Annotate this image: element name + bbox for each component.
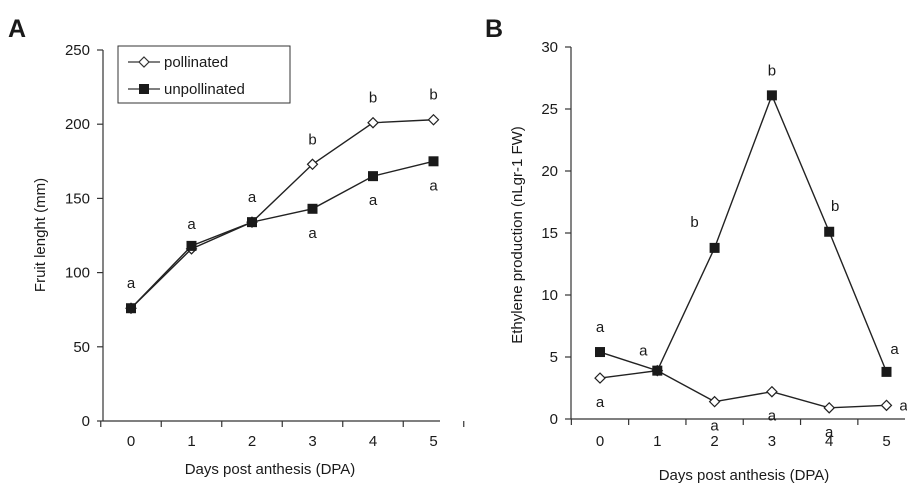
panel-b-series-0-line <box>599 369 887 409</box>
panel-a-letter: A <box>8 15 26 43</box>
legend-pollinated-label: pollinated <box>164 54 228 71</box>
panel-a-x-tick-label: 2 <box>248 433 256 450</box>
panel-a-series-1-point <box>247 217 257 228</box>
panel-b-series-0-sig-label: a <box>596 394 605 411</box>
panel-b-series-1-point <box>709 242 720 253</box>
panel-b-series-1-line <box>599 93 888 373</box>
panel-b-letter: B <box>485 15 503 43</box>
panel-b-x-tick-label: 0 <box>596 433 604 450</box>
panel-a-series-0-sig-label: b <box>308 131 316 148</box>
panel-a: A 0 50 100 150 200 250 0 1 2 3 4 5 a a a b b b a a a Days p… <box>8 15 465 478</box>
panel-a-series-0-sig-label: b <box>369 90 377 107</box>
panel-a-series-0-point <box>427 113 440 126</box>
panel-b-series-1-point <box>881 366 892 377</box>
panel-a-x-tick-label: 1 <box>187 433 195 450</box>
panel-b-series-0-point <box>823 401 836 414</box>
panel-a-y-axis-label: Fruit lenght (mm) <box>32 178 49 292</box>
panel-b-y-tick-label: 5 <box>550 349 558 366</box>
panel-a-series-0-point <box>306 158 319 171</box>
panel-b-series-1-sig-label: a <box>596 319 605 336</box>
panel-a-series-1-point <box>428 156 439 167</box>
panel-b-x-tick-label: 2 <box>710 433 718 450</box>
panel-b-x-tick-label: 1 <box>653 433 661 450</box>
legend-unpollinated-marker <box>139 84 149 94</box>
panel-a-x-tick-label: 5 <box>429 433 437 450</box>
panel-b-series-1-sig-label: a <box>890 341 899 358</box>
panel-a-y-tick-label: 250 <box>65 42 90 59</box>
panel-b-series-1-sig-label: b <box>768 62 776 79</box>
panel-b-series-1-sig-label: b <box>690 214 698 231</box>
panel-b-y-tick-label: 20 <box>541 163 558 180</box>
panel-b-y-tick-label: 15 <box>541 225 558 242</box>
panel-b-x-tick-label: 3 <box>768 433 776 450</box>
panel-a-axes: 0 50 100 150 200 250 0 1 2 3 4 5 <box>65 42 465 450</box>
panel-a-series-1-sig-label: a <box>429 177 438 194</box>
panel-b-series-0-point <box>766 385 778 398</box>
panel-a-y-tick-label: 0 <box>82 413 90 430</box>
panel-a-series-0-sig-label: a <box>187 216 196 233</box>
panel-b-series-0-sig-label: a <box>710 418 719 435</box>
panel-b-y-tick-label: 10 <box>541 287 558 304</box>
panel-a-y-tick-label: 200 <box>65 116 90 133</box>
panel-b-y-tick-label: 30 <box>541 39 558 56</box>
panel-a-series-1-point <box>307 203 318 214</box>
panel-a-x-axis-label: Days post anthesis (DPA) <box>185 461 356 478</box>
panel-b-series-0-sig-label: a <box>768 408 777 425</box>
panel-b-axes: 0 5 10 15 20 25 30 0 1 2 3 4 5 <box>541 39 905 450</box>
panel-a-series-1-point <box>368 171 378 182</box>
panel-b-x-tick-label: 4 <box>825 433 833 450</box>
panel-a-series-0-sig-label: a <box>248 189 257 206</box>
panel-b: B 0 5 10 15 20 25 30 0 1 2 3 4 5 a a a a a a a b b b a Days po… <box>485 15 907 484</box>
panel-b-series-1-sig-label: a <box>639 343 648 360</box>
panel-a-series-0-line <box>130 119 434 309</box>
panel-b-y-axis-label: Ethylene production (nLgr-1 FW) <box>509 126 526 344</box>
panel-a-series-1-line <box>130 160 434 309</box>
panel-a-series-1-sig-label: a <box>369 192 378 209</box>
panel-a-series-1-point <box>186 240 197 251</box>
panel-a-series-0-sig-label: a <box>127 275 136 292</box>
panel-b-series-1-sig-label: b <box>831 198 839 215</box>
panel-a-x-tick-label: 0 <box>127 433 135 450</box>
panel-b-x-axis-label: Days post anthesis (DPA) <box>659 467 830 484</box>
panel-a-x-tick-label: 3 <box>308 433 316 450</box>
panel-b-series-1-point <box>766 90 777 101</box>
panel-a-series-1-sig-label: a <box>308 225 317 242</box>
panel-a-y-tick-label: 150 <box>65 190 90 207</box>
panel-b-series-0-sig-label: a <box>899 397 907 414</box>
panel-a-series: a a a b b b a a a <box>125 87 440 315</box>
panel-b-y-tick-label: 0 <box>550 411 558 428</box>
panel-a-x-tick-label: 4 <box>369 433 377 450</box>
panel-b-y-tick-label: 25 <box>541 101 558 118</box>
panel-b-x-tick-label: 5 <box>882 433 890 450</box>
legend-pollinated-marker <box>138 56 150 68</box>
panel-a-y-tick-label: 50 <box>73 339 90 356</box>
panel-b-series-1-point <box>595 347 605 358</box>
panel-a-series-0-sig-label: b <box>429 87 437 104</box>
panel-a-series-0-point <box>367 116 379 129</box>
panel-b-series-0-point <box>880 399 893 412</box>
panel-a-series-1-point <box>126 303 136 314</box>
panel-b-series: a a a a a a a b b b a <box>594 62 907 441</box>
panel-b-series-0-point <box>594 372 606 384</box>
panel-b-series-0-point <box>708 395 721 408</box>
legend-unpollinated-label: unpollinated <box>164 81 245 98</box>
panel-b-series-1-point <box>652 365 663 376</box>
panel-b-series-0-sig-label: a <box>825 424 834 441</box>
panel-a-y-tick-label: 100 <box>65 265 90 282</box>
panel-b-series-1-point <box>824 226 835 237</box>
panel-a-legend: pollinated unpollinated <box>117 45 291 104</box>
